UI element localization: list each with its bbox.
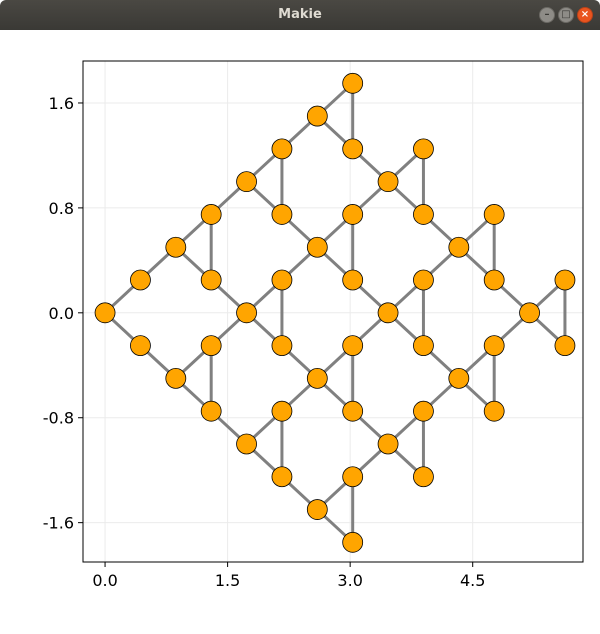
graph-node (342, 400, 364, 422)
graph-node (200, 204, 222, 225)
graph-node (342, 138, 364, 160)
graph-node (413, 204, 434, 225)
graph-node (342, 531, 364, 553)
graph-node (271, 400, 293, 422)
graph-node (306, 367, 328, 389)
graph-node (483, 204, 505, 225)
graph-plot: 0.0 1.5 3.0 4.5 1.6 0.8 0.0 -0.8 -1.6 (0, 30, 600, 630)
graph-node (271, 466, 293, 488)
x-tick-label: 3.0 (337, 571, 362, 590)
graph-node (413, 400, 434, 422)
graph-node (306, 499, 328, 520)
graph-node (200, 335, 222, 356)
minimize-icon[interactable]: – (539, 7, 555, 23)
graph-node (519, 302, 540, 324)
y-tick-label: -1.6 (43, 514, 74, 533)
graph-node (483, 269, 505, 291)
axis-frame (82, 60, 584, 563)
x-tick-label: 0.0 (92, 571, 117, 590)
graph-node (236, 302, 257, 324)
axis-ticks: 0.0 1.5 3.0 4.5 1.6 0.8 0.0 -0.8 -1.6 (43, 94, 486, 590)
figure-background (0, 30, 600, 630)
graph-node (377, 433, 399, 455)
window-titlebar[interactable]: Makie – □ × (0, 0, 600, 30)
graph-node (377, 171, 399, 193)
graph-node (130, 335, 151, 356)
graph-node (448, 367, 470, 389)
graph-node (554, 269, 576, 291)
graph-node (342, 466, 364, 488)
plot-canvas: 0.0 1.5 3.0 4.5 1.6 0.8 0.0 -0.8 -1.6 (0, 30, 600, 630)
graph-node (165, 236, 187, 258)
y-tick-label: 0.8 (49, 199, 74, 218)
graph-node (413, 335, 434, 356)
y-tick-label: 1.6 (49, 94, 74, 113)
graph-node (306, 105, 328, 127)
graph-nodes (94, 72, 576, 553)
graph-node (130, 269, 151, 291)
y-tick-label: -0.8 (43, 409, 74, 428)
graph-node (271, 138, 293, 160)
graph-node (342, 269, 364, 291)
graph-node (377, 302, 399, 324)
graph-node (271, 204, 293, 225)
graph-node (94, 302, 116, 324)
x-tick-label: 4.5 (460, 571, 485, 590)
graph-node (236, 171, 257, 193)
graph-node (413, 269, 434, 291)
graph-node (413, 466, 434, 488)
maximize-icon[interactable]: □ (558, 7, 574, 23)
graph-node (306, 236, 328, 258)
y-tick-label: 0.0 (49, 304, 74, 323)
graph-node (200, 400, 222, 422)
graph-node (483, 335, 505, 356)
graph-node (165, 367, 187, 389)
graph-node (271, 335, 293, 356)
graph-node (413, 138, 434, 160)
graph-node (554, 335, 576, 356)
x-tick-label: 1.5 (215, 571, 240, 590)
graph-node (271, 269, 293, 291)
graph-node (342, 335, 364, 356)
graph-node (200, 269, 222, 291)
graph-node (342, 72, 364, 94)
graph-node (342, 204, 364, 225)
close-icon[interactable]: × (577, 7, 593, 23)
window-title: Makie (278, 7, 322, 22)
graph-node (448, 236, 470, 258)
graph-node (483, 400, 505, 422)
graph-node (236, 433, 257, 455)
